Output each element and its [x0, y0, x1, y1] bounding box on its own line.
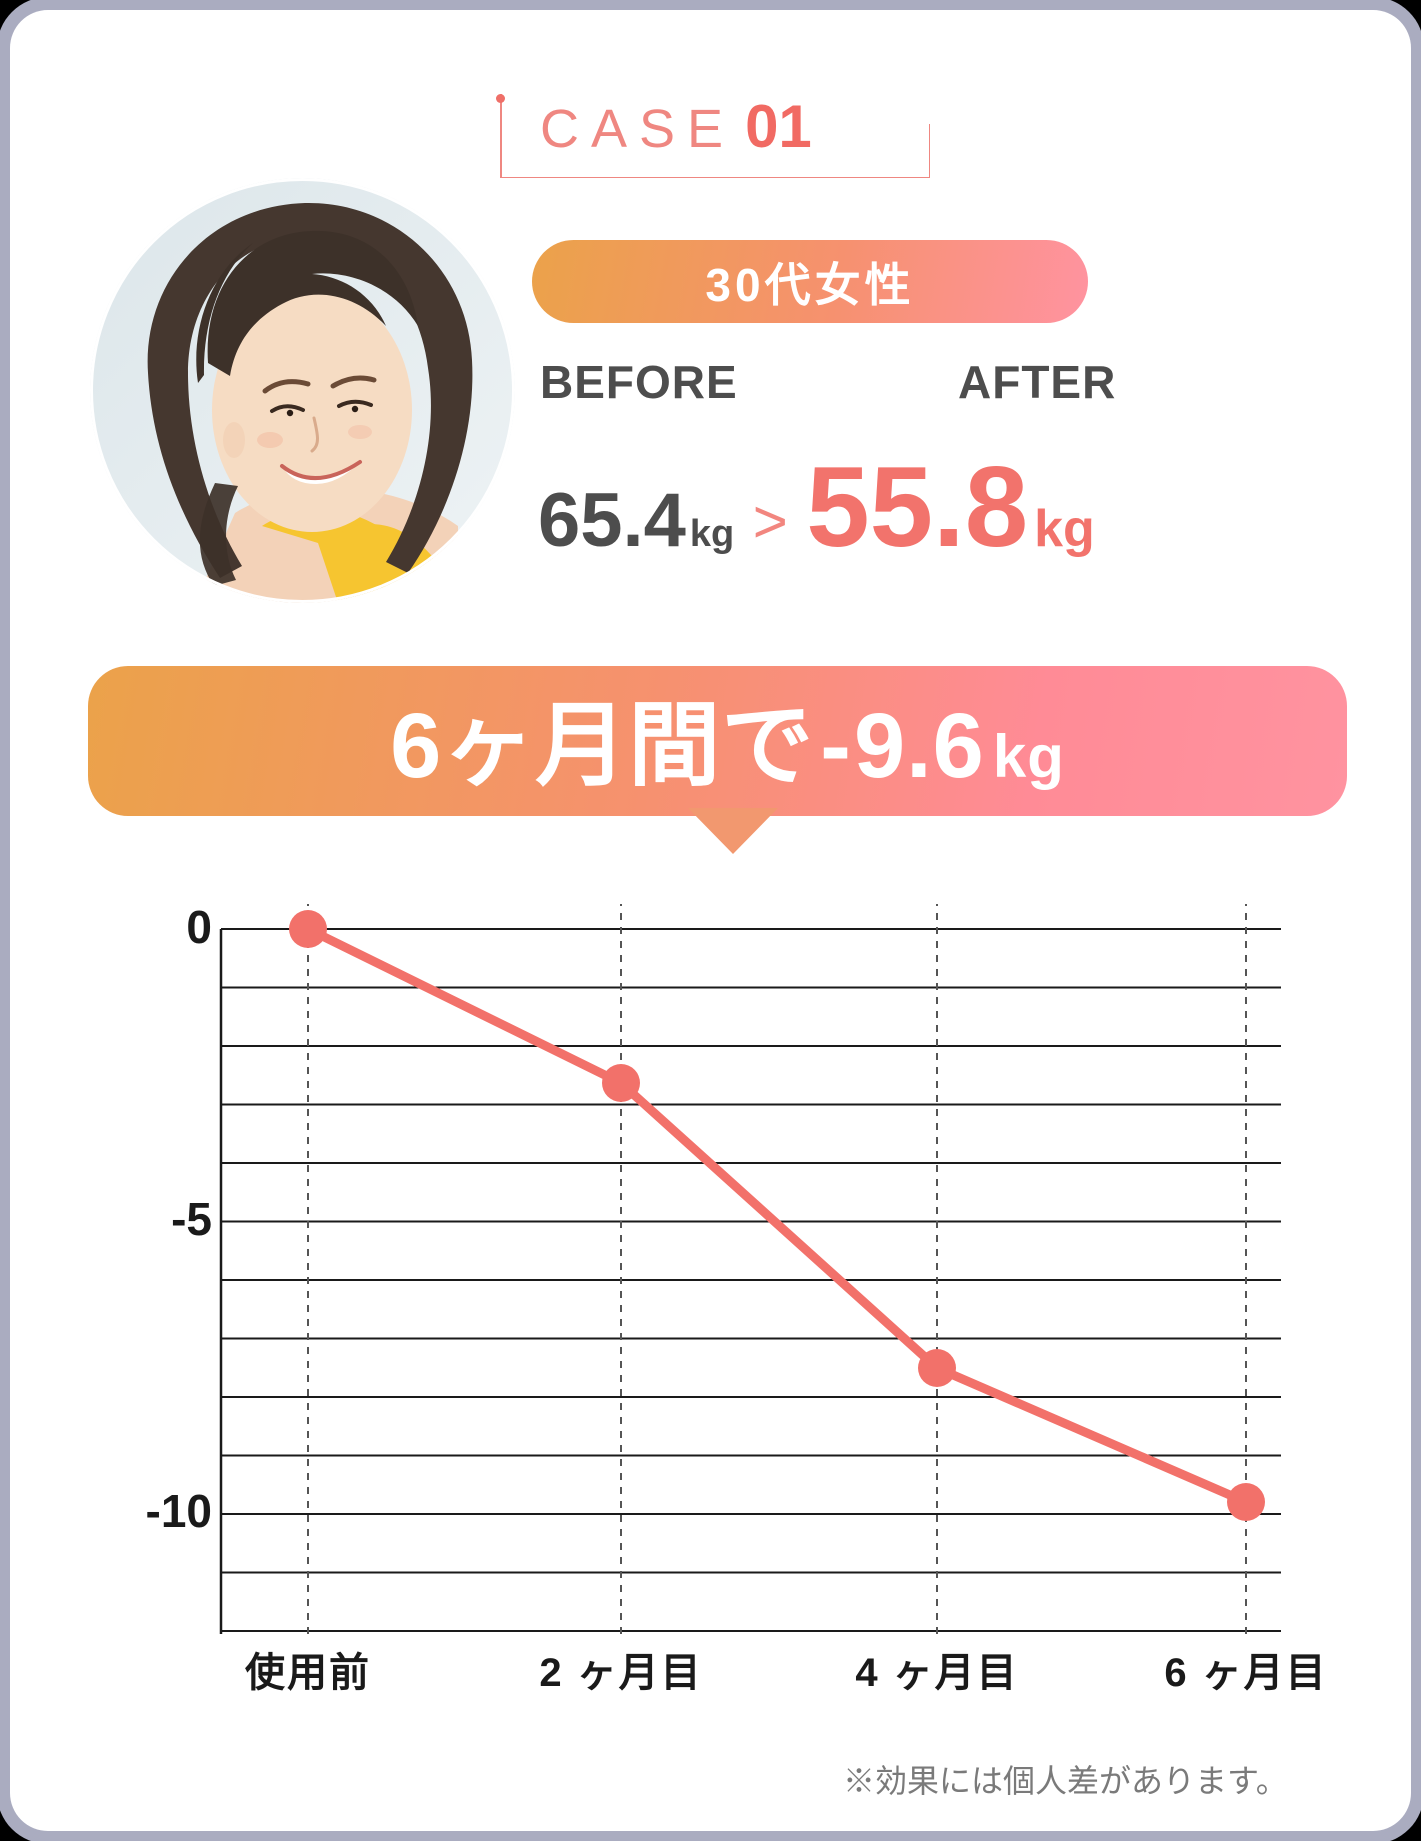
svg-text:4 ヶ月目: 4 ヶ月目	[855, 1651, 1018, 1694]
svg-text:2 ヶ月目: 2 ヶ月目	[539, 1651, 702, 1694]
svg-text:0: 0	[186, 904, 212, 953]
svg-text:6 ヶ月目: 6 ヶ月目	[1164, 1651, 1327, 1694]
svg-text:-10: -10	[146, 1485, 212, 1537]
svg-text:-5: -5	[171, 1193, 212, 1245]
svg-text:使用前: 使用前	[245, 1651, 371, 1694]
